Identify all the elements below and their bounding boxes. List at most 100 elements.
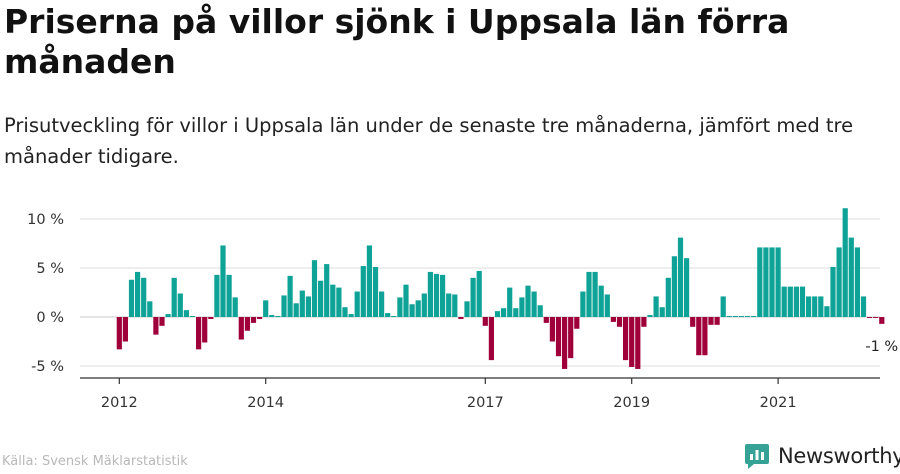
bar-series <box>116 208 885 369</box>
bar <box>860 296 867 317</box>
y-tick-label: 5 % <box>36 261 64 277</box>
bar <box>525 285 531 317</box>
bar <box>275 316 281 317</box>
bar <box>116 317 122 350</box>
bar <box>122 317 128 342</box>
bar <box>501 308 507 317</box>
bar <box>537 305 543 317</box>
bar <box>452 294 458 317</box>
y-tick-label: 10 % <box>27 212 64 228</box>
bar <box>342 307 348 317</box>
bar <box>580 291 586 317</box>
bar <box>769 247 775 317</box>
bar <box>208 317 214 319</box>
bar <box>555 317 562 357</box>
bar <box>806 296 812 317</box>
bar <box>690 317 696 327</box>
bar <box>379 291 385 317</box>
bar-chart: 2012 2014 2017 2019 2021 10 % 5 % 0 % -5 % -1 % <box>27 208 898 411</box>
bar <box>507 287 513 317</box>
brand-name: Newsworthy <box>778 444 900 468</box>
bar <box>708 317 714 325</box>
bar <box>220 245 226 317</box>
newsworthy-logo-icon <box>745 444 769 469</box>
chart-subtitle: Prisutveckling för villor i Uppsala län … <box>4 114 854 168</box>
bar <box>629 317 635 367</box>
bar <box>598 285 604 317</box>
bar <box>763 247 769 317</box>
bar <box>745 316 751 317</box>
bar <box>787 286 793 317</box>
last-value-label: -1 % <box>865 339 898 355</box>
bar <box>531 291 537 317</box>
x-tick-label: 2019 <box>613 395 650 411</box>
bar <box>873 317 879 318</box>
bar <box>147 301 153 317</box>
bar <box>433 273 440 317</box>
bar <box>391 316 397 317</box>
x-tick-label: 2012 <box>101 395 138 411</box>
bar <box>165 314 171 317</box>
y-tick-label: -5 % <box>31 359 64 375</box>
bar <box>714 317 720 325</box>
bar <box>543 317 549 323</box>
bar <box>470 277 476 317</box>
bar <box>720 296 726 317</box>
bar <box>635 317 641 369</box>
bar <box>348 314 354 317</box>
bar <box>244 317 250 331</box>
bar <box>232 297 238 317</box>
bar <box>574 317 580 329</box>
x-tick-label: 2021 <box>760 395 797 411</box>
bar <box>702 317 708 356</box>
bar <box>128 279 135 317</box>
bar <box>867 317 873 318</box>
bar <box>732 316 738 317</box>
bar <box>311 260 318 317</box>
bar <box>604 294 610 317</box>
y-axis-ticks: 10 % 5 % 0 % -5 % <box>27 212 64 375</box>
bar <box>238 317 244 340</box>
bar <box>751 316 757 317</box>
bar <box>257 317 263 319</box>
x-tick-label: 2017 <box>467 395 504 411</box>
bar <box>757 247 763 317</box>
x-tick-label: 2014 <box>247 395 284 411</box>
bar <box>336 287 342 317</box>
bar <box>171 277 177 317</box>
bar <box>586 271 592 317</box>
bar <box>476 270 482 317</box>
bar <box>854 247 860 317</box>
bar <box>458 317 464 319</box>
newsworthy-brand: Newsworthy <box>744 441 900 471</box>
bar <box>159 317 165 326</box>
bar <box>324 264 330 317</box>
x-axis-ticks: 2012 2014 2017 2019 2021 <box>101 378 797 411</box>
bar <box>464 301 470 317</box>
bar <box>415 300 421 317</box>
bar <box>738 316 745 317</box>
bar <box>482 317 488 326</box>
bar <box>671 256 677 317</box>
bar <box>812 296 818 317</box>
bar <box>677 237 684 317</box>
bar <box>623 317 629 361</box>
source-note: Källa: Svensk Mäklarstatistik <box>2 454 188 469</box>
bar <box>177 293 183 317</box>
bar <box>214 274 220 317</box>
bar <box>263 300 269 317</box>
bar <box>287 275 293 317</box>
y-tick-label: 0 % <box>36 310 64 326</box>
bar <box>446 293 452 317</box>
bar <box>366 245 372 317</box>
bar <box>488 317 494 361</box>
bar <box>421 293 427 317</box>
bar <box>318 280 324 317</box>
bar <box>281 295 287 317</box>
bar <box>659 307 665 317</box>
bar <box>153 317 159 335</box>
bar <box>568 317 574 359</box>
bar <box>372 267 379 317</box>
bar <box>427 271 433 317</box>
bar <box>684 258 690 317</box>
